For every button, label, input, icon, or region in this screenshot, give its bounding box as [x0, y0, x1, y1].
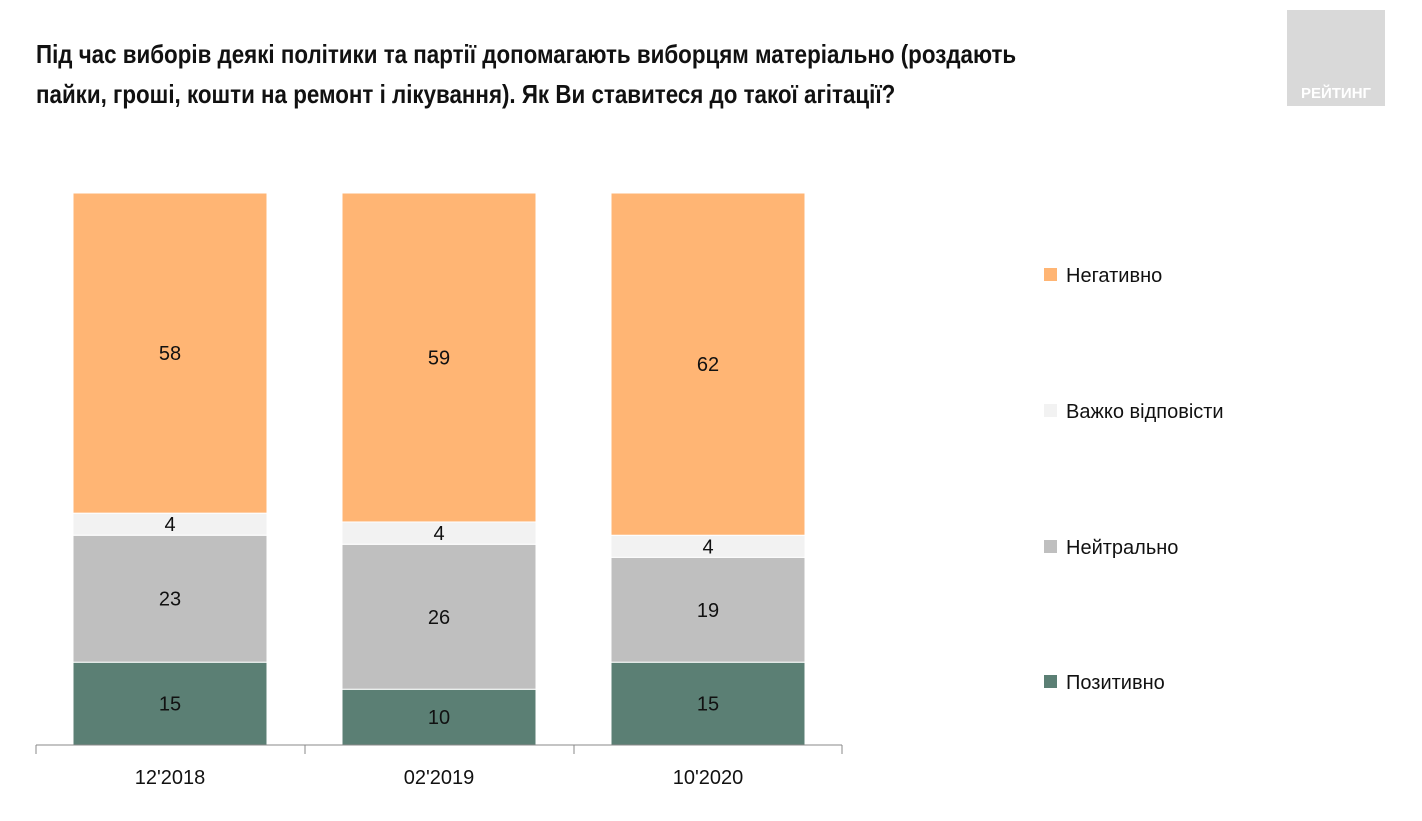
- data-label: 26: [428, 607, 450, 629]
- legend-swatch: [1044, 675, 1057, 688]
- bar-segment: [72, 534, 268, 663]
- data-label: 23: [159, 589, 181, 611]
- data-label: 10: [428, 707, 450, 729]
- data-label: 4: [164, 514, 175, 536]
- data-label: 59: [428, 347, 450, 369]
- x-tick-label: 12'2018: [135, 767, 206, 789]
- data-label: 15: [159, 694, 181, 716]
- data-label: 15: [697, 694, 719, 716]
- x-tick-label: 02'2019: [404, 767, 475, 789]
- chart-title: Під час виборів деякі політики та партії…: [36, 39, 1017, 109]
- bar-segment: [72, 192, 268, 514]
- legend-label: Позитивно: [1066, 672, 1165, 694]
- bar-segment: [610, 192, 806, 536]
- x-tick-label: 10'2020: [673, 767, 744, 789]
- bar-segment: [72, 661, 268, 746]
- rating-logo: РЕЙТИНГ: [1287, 10, 1385, 106]
- data-label: 58: [159, 343, 181, 365]
- legend-swatch: [1044, 540, 1057, 553]
- data-label: 4: [702, 536, 713, 558]
- bar-segment: [341, 192, 537, 523]
- legend-swatch: [1044, 268, 1057, 281]
- bar-segment: [610, 556, 806, 663]
- logo-text: РЕЙТИНГ: [1300, 85, 1372, 102]
- legend-label: Важко відповісти: [1066, 401, 1224, 423]
- bar-segment: [341, 543, 537, 690]
- legend-label: Нейтрально: [1066, 537, 1178, 559]
- data-label: 62: [697, 354, 719, 376]
- data-label: 4: [433, 523, 444, 545]
- legend-label: Негативно: [1066, 265, 1162, 287]
- data-label: 19: [697, 600, 719, 622]
- legend-swatch: [1044, 404, 1057, 417]
